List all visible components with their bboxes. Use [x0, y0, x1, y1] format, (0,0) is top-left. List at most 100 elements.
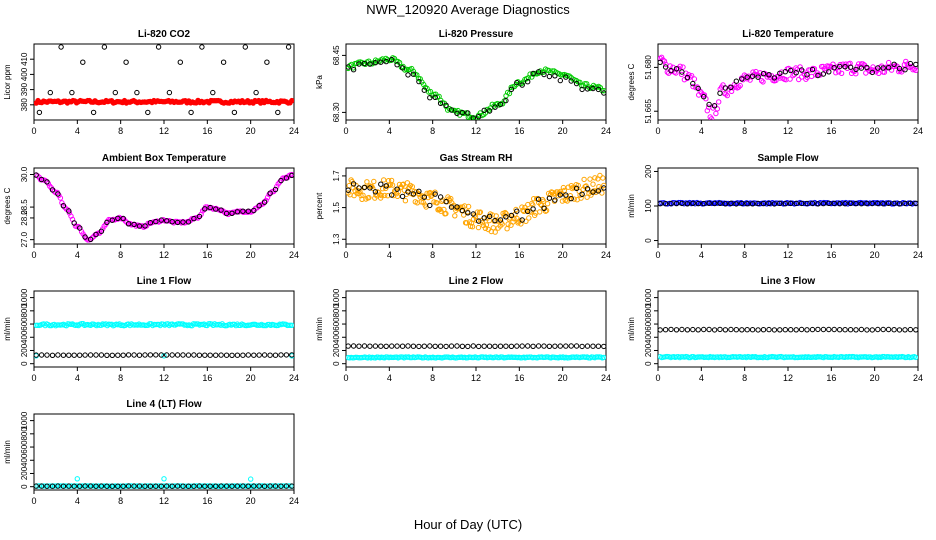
x-tick-label: 20 — [246, 126, 256, 136]
data-point — [98, 483, 105, 489]
data-point — [85, 483, 91, 489]
data-point — [55, 191, 61, 197]
x-tick-label: 0 — [343, 126, 348, 136]
data-point — [409, 184, 415, 190]
data-point — [283, 175, 290, 181]
data-point — [590, 181, 596, 187]
data-point — [104, 352, 110, 358]
data-point — [87, 236, 94, 243]
data-point — [356, 61, 362, 67]
data-point — [140, 483, 146, 489]
data-point — [490, 225, 496, 231]
y-tick-label: 200 — [20, 466, 29, 480]
data-point — [58, 44, 64, 50]
data-point — [837, 201, 843, 207]
data-point — [684, 74, 691, 81]
data-point — [372, 189, 379, 195]
data-point — [234, 209, 241, 215]
data-point — [36, 109, 43, 116]
data-point — [289, 172, 294, 179]
data-point — [549, 68, 556, 74]
data-point — [557, 343, 563, 349]
x-axis-caption: Hour of Day (UTC) — [413, 517, 523, 532]
data-point — [98, 322, 104, 328]
data-point — [809, 326, 816, 333]
data-point — [394, 61, 400, 68]
data-point — [229, 483, 235, 489]
data-point — [880, 326, 886, 333]
data-point — [716, 99, 722, 105]
data-point — [842, 64, 848, 70]
data-point — [74, 476, 81, 482]
data-point — [454, 343, 460, 349]
data-point — [142, 223, 148, 229]
data-point — [274, 183, 280, 190]
data-point — [275, 109, 281, 116]
data-point — [808, 73, 815, 80]
data-point — [254, 483, 260, 489]
data-point — [706, 101, 712, 108]
data-point — [573, 185, 580, 192]
data-point — [264, 59, 270, 65]
data-point — [771, 201, 778, 207]
data-point — [673, 327, 680, 333]
data-point — [535, 69, 542, 75]
data-point — [185, 352, 192, 358]
data-point — [360, 192, 366, 199]
data-point — [809, 200, 816, 207]
data-point — [913, 200, 918, 206]
data-point — [793, 200, 799, 207]
data-point — [505, 221, 511, 227]
data-point — [166, 89, 173, 96]
data-point — [595, 86, 602, 93]
data-point — [378, 343, 384, 349]
y-tick-label: 400 — [20, 453, 29, 467]
data-point — [118, 483, 124, 489]
data-point — [508, 212, 515, 219]
data-point — [782, 327, 788, 333]
x-tick-label: 12 — [471, 373, 481, 383]
data-point — [717, 200, 723, 207]
data-point — [482, 225, 489, 232]
data-point — [231, 109, 238, 116]
y-tick-label: 0 — [20, 361, 29, 366]
data-point — [491, 218, 497, 224]
data-point — [853, 327, 859, 333]
data-point — [410, 71, 417, 77]
data-point — [579, 191, 585, 198]
data-point — [837, 327, 843, 333]
y-tick-label: 1000 — [20, 411, 29, 429]
data-point — [193, 483, 199, 489]
x-tick-label: 12 — [471, 250, 481, 260]
x-tick-label: 4 — [75, 126, 80, 136]
x-tick-label: 0 — [655, 250, 660, 260]
data-point — [568, 78, 574, 84]
data-point — [281, 483, 288, 489]
data-point — [134, 89, 140, 96]
data-point — [245, 483, 252, 489]
data-point — [902, 327, 908, 333]
data-point — [582, 81, 588, 87]
y-tick-label: 600 — [20, 317, 29, 331]
data-point — [506, 90, 513, 97]
y-tick-label: 800 — [332, 304, 341, 318]
data-point — [469, 224, 476, 230]
data-point — [658, 54, 665, 60]
y-axis-label: degrees C — [3, 187, 12, 224]
data-point — [904, 61, 910, 67]
data-point — [443, 210, 449, 217]
data-point — [285, 44, 292, 50]
series-group — [34, 44, 294, 116]
data-point — [777, 327, 783, 333]
data-point — [896, 201, 903, 207]
data-point — [891, 200, 897, 207]
data-point — [350, 181, 357, 187]
y-tick-label: 800 — [20, 427, 29, 441]
x-tick-label: 12 — [783, 250, 793, 260]
data-point — [510, 219, 516, 225]
data-point — [557, 77, 563, 84]
chart-panel: Gas Stream RH 0 4 8 12 16 20 24 1.3 1.5 1.7 percent — [315, 153, 611, 260]
data-point — [394, 186, 400, 192]
data-point — [361, 60, 368, 67]
data-point — [35, 483, 41, 489]
